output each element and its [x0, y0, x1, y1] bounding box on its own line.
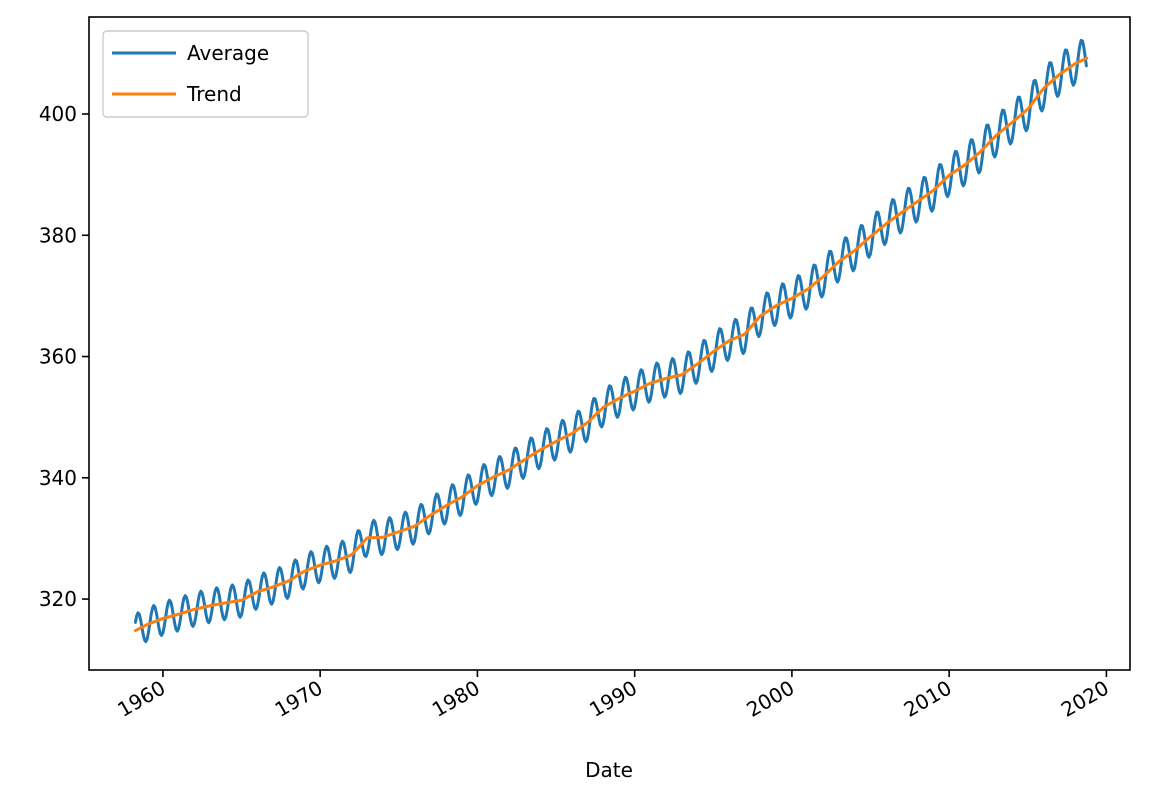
- legend: Average Trend: [102, 30, 309, 118]
- y-axis: 320 340 360 380 400: [39, 102, 89, 611]
- x-axis-label: Date: [585, 758, 633, 782]
- series-average-line: [133, 38, 1088, 644]
- y-tick-label: 380: [39, 223, 77, 247]
- y-tick-label: 320: [39, 587, 77, 611]
- y-tick-label: 340: [39, 466, 77, 490]
- legend-average-label: Average: [187, 41, 269, 65]
- series-trend-line: [133, 56, 1089, 633]
- plot-frame: [88, 16, 1131, 671]
- legend-trend-label: Trend: [186, 82, 242, 106]
- plot-layer: [133, 38, 1089, 644]
- y-tick-label: 400: [39, 102, 77, 126]
- y-tick-label: 360: [39, 345, 77, 369]
